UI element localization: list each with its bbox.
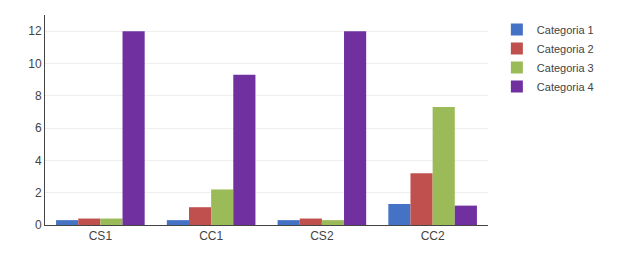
svg-text:12: 12 bbox=[28, 24, 42, 38]
svg-text:Categoria 3: Categoria 3 bbox=[537, 62, 594, 74]
svg-text:Categoria 4: Categoria 4 bbox=[537, 81, 594, 93]
svg-text:6: 6 bbox=[35, 121, 42, 135]
svg-text:Categoria 1: Categoria 1 bbox=[537, 24, 594, 36]
svg-text:CC2: CC2 bbox=[421, 229, 445, 243]
svg-text:Categoria 2: Categoria 2 bbox=[537, 43, 594, 55]
svg-text:CS2: CS2 bbox=[310, 229, 334, 243]
svg-text:CS1: CS1 bbox=[89, 229, 113, 243]
svg-text:10: 10 bbox=[28, 57, 42, 71]
svg-text:4: 4 bbox=[35, 154, 42, 168]
svg-text:2: 2 bbox=[35, 186, 42, 200]
svg-text:0: 0 bbox=[35, 218, 42, 232]
svg-text:CC1: CC1 bbox=[199, 229, 223, 243]
svg-text:8: 8 bbox=[35, 89, 42, 103]
